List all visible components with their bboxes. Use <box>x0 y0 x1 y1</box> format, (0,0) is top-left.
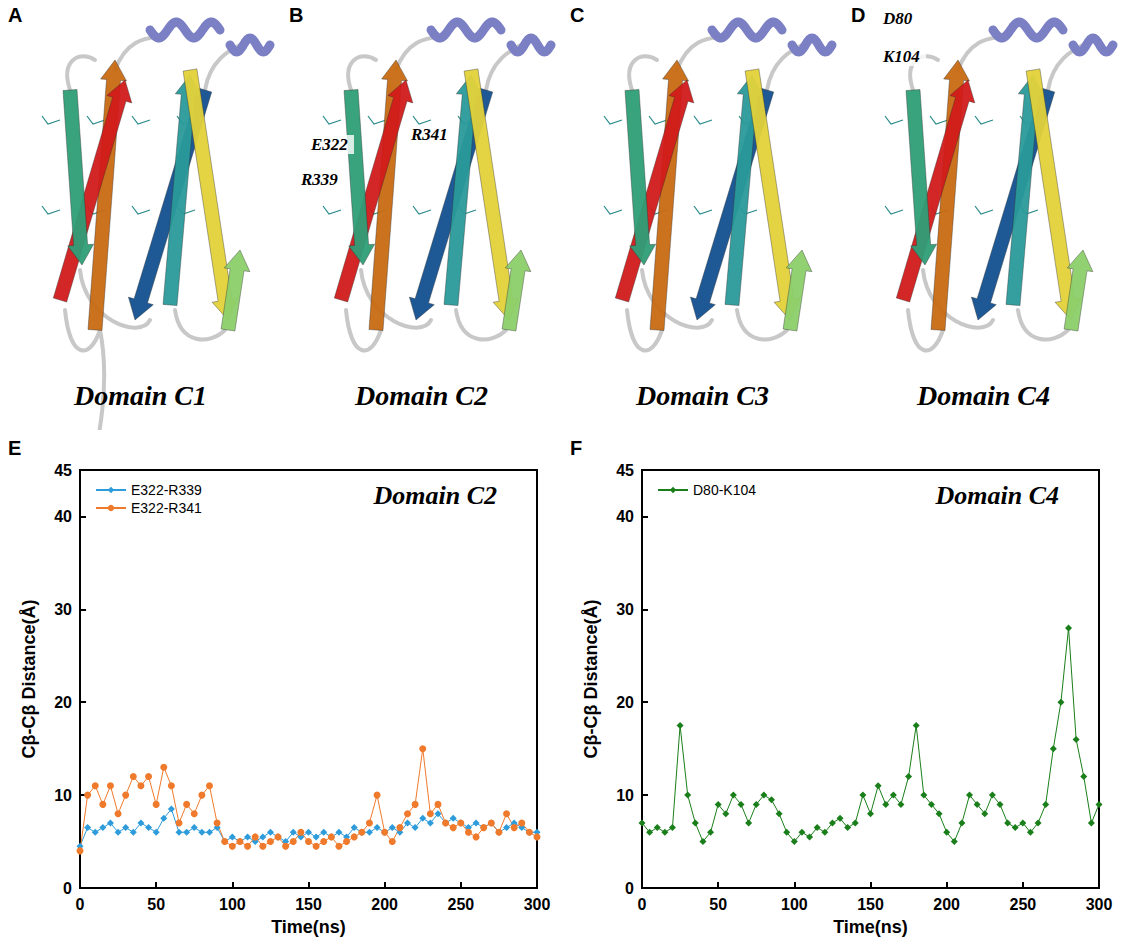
svg-text:250: 250 <box>447 896 474 913</box>
svg-text:K104: K104 <box>882 47 920 66</box>
svg-text:0: 0 <box>76 896 85 913</box>
svg-text:200: 200 <box>933 896 960 913</box>
svg-text:300: 300 <box>524 896 551 913</box>
svg-text:Domain C4: Domain C4 <box>934 481 1059 510</box>
svg-text:Time(ns): Time(ns) <box>271 917 346 937</box>
svg-text:200: 200 <box>371 896 398 913</box>
svg-text:150: 150 <box>295 896 322 913</box>
svg-text:F: F <box>570 437 582 459</box>
svg-text:20: 20 <box>54 694 72 711</box>
svg-text:E322-R339: E322-R339 <box>131 482 202 498</box>
svg-text:E322: E322 <box>310 135 348 154</box>
svg-text:300: 300 <box>1086 896 1113 913</box>
svg-text:40: 40 <box>616 508 634 525</box>
svg-text:250: 250 <box>1009 896 1036 913</box>
svg-text:0: 0 <box>625 880 634 897</box>
svg-text:Domain C2: Domain C2 <box>354 380 488 411</box>
svg-text:0: 0 <box>638 896 647 913</box>
svg-text:D80-K104: D80-K104 <box>693 482 756 498</box>
svg-text:C: C <box>570 4 584 26</box>
svg-text:E322-R341: E322-R341 <box>131 500 202 516</box>
svg-text:Cβ-Cβ Distance(Å): Cβ-Cβ Distance(Å) <box>581 600 601 759</box>
svg-text:A: A <box>8 4 22 26</box>
svg-text:150: 150 <box>857 896 884 913</box>
svg-text:30: 30 <box>54 601 72 618</box>
svg-text:Domain C1: Domain C1 <box>73 380 207 411</box>
svg-text:E: E <box>8 437 21 459</box>
svg-text:B: B <box>289 4 303 26</box>
svg-text:50: 50 <box>147 896 165 913</box>
svg-text:R341: R341 <box>410 125 448 144</box>
svg-text:30: 30 <box>616 601 634 618</box>
svg-text:20: 20 <box>616 694 634 711</box>
svg-text:Domain C4: Domain C4 <box>916 380 1050 411</box>
svg-text:R339: R339 <box>300 170 338 189</box>
svg-text:45: 45 <box>616 462 634 479</box>
svg-text:100: 100 <box>219 896 246 913</box>
svg-text:D80: D80 <box>882 9 913 28</box>
svg-text:Domain C2: Domain C2 <box>372 481 497 510</box>
svg-text:Cβ-Cβ Distance(Å): Cβ-Cβ Distance(Å) <box>19 600 39 759</box>
svg-text:D: D <box>851 4 865 26</box>
svg-text:0: 0 <box>63 880 72 897</box>
svg-text:10: 10 <box>616 787 634 804</box>
svg-text:Domain C3: Domain C3 <box>635 380 769 411</box>
svg-text:40: 40 <box>54 508 72 525</box>
svg-text:10: 10 <box>54 787 72 804</box>
svg-text:Time(ns): Time(ns) <box>833 917 908 937</box>
svg-text:45: 45 <box>54 462 72 479</box>
svg-text:50: 50 <box>709 896 727 913</box>
svg-text:100: 100 <box>781 896 808 913</box>
